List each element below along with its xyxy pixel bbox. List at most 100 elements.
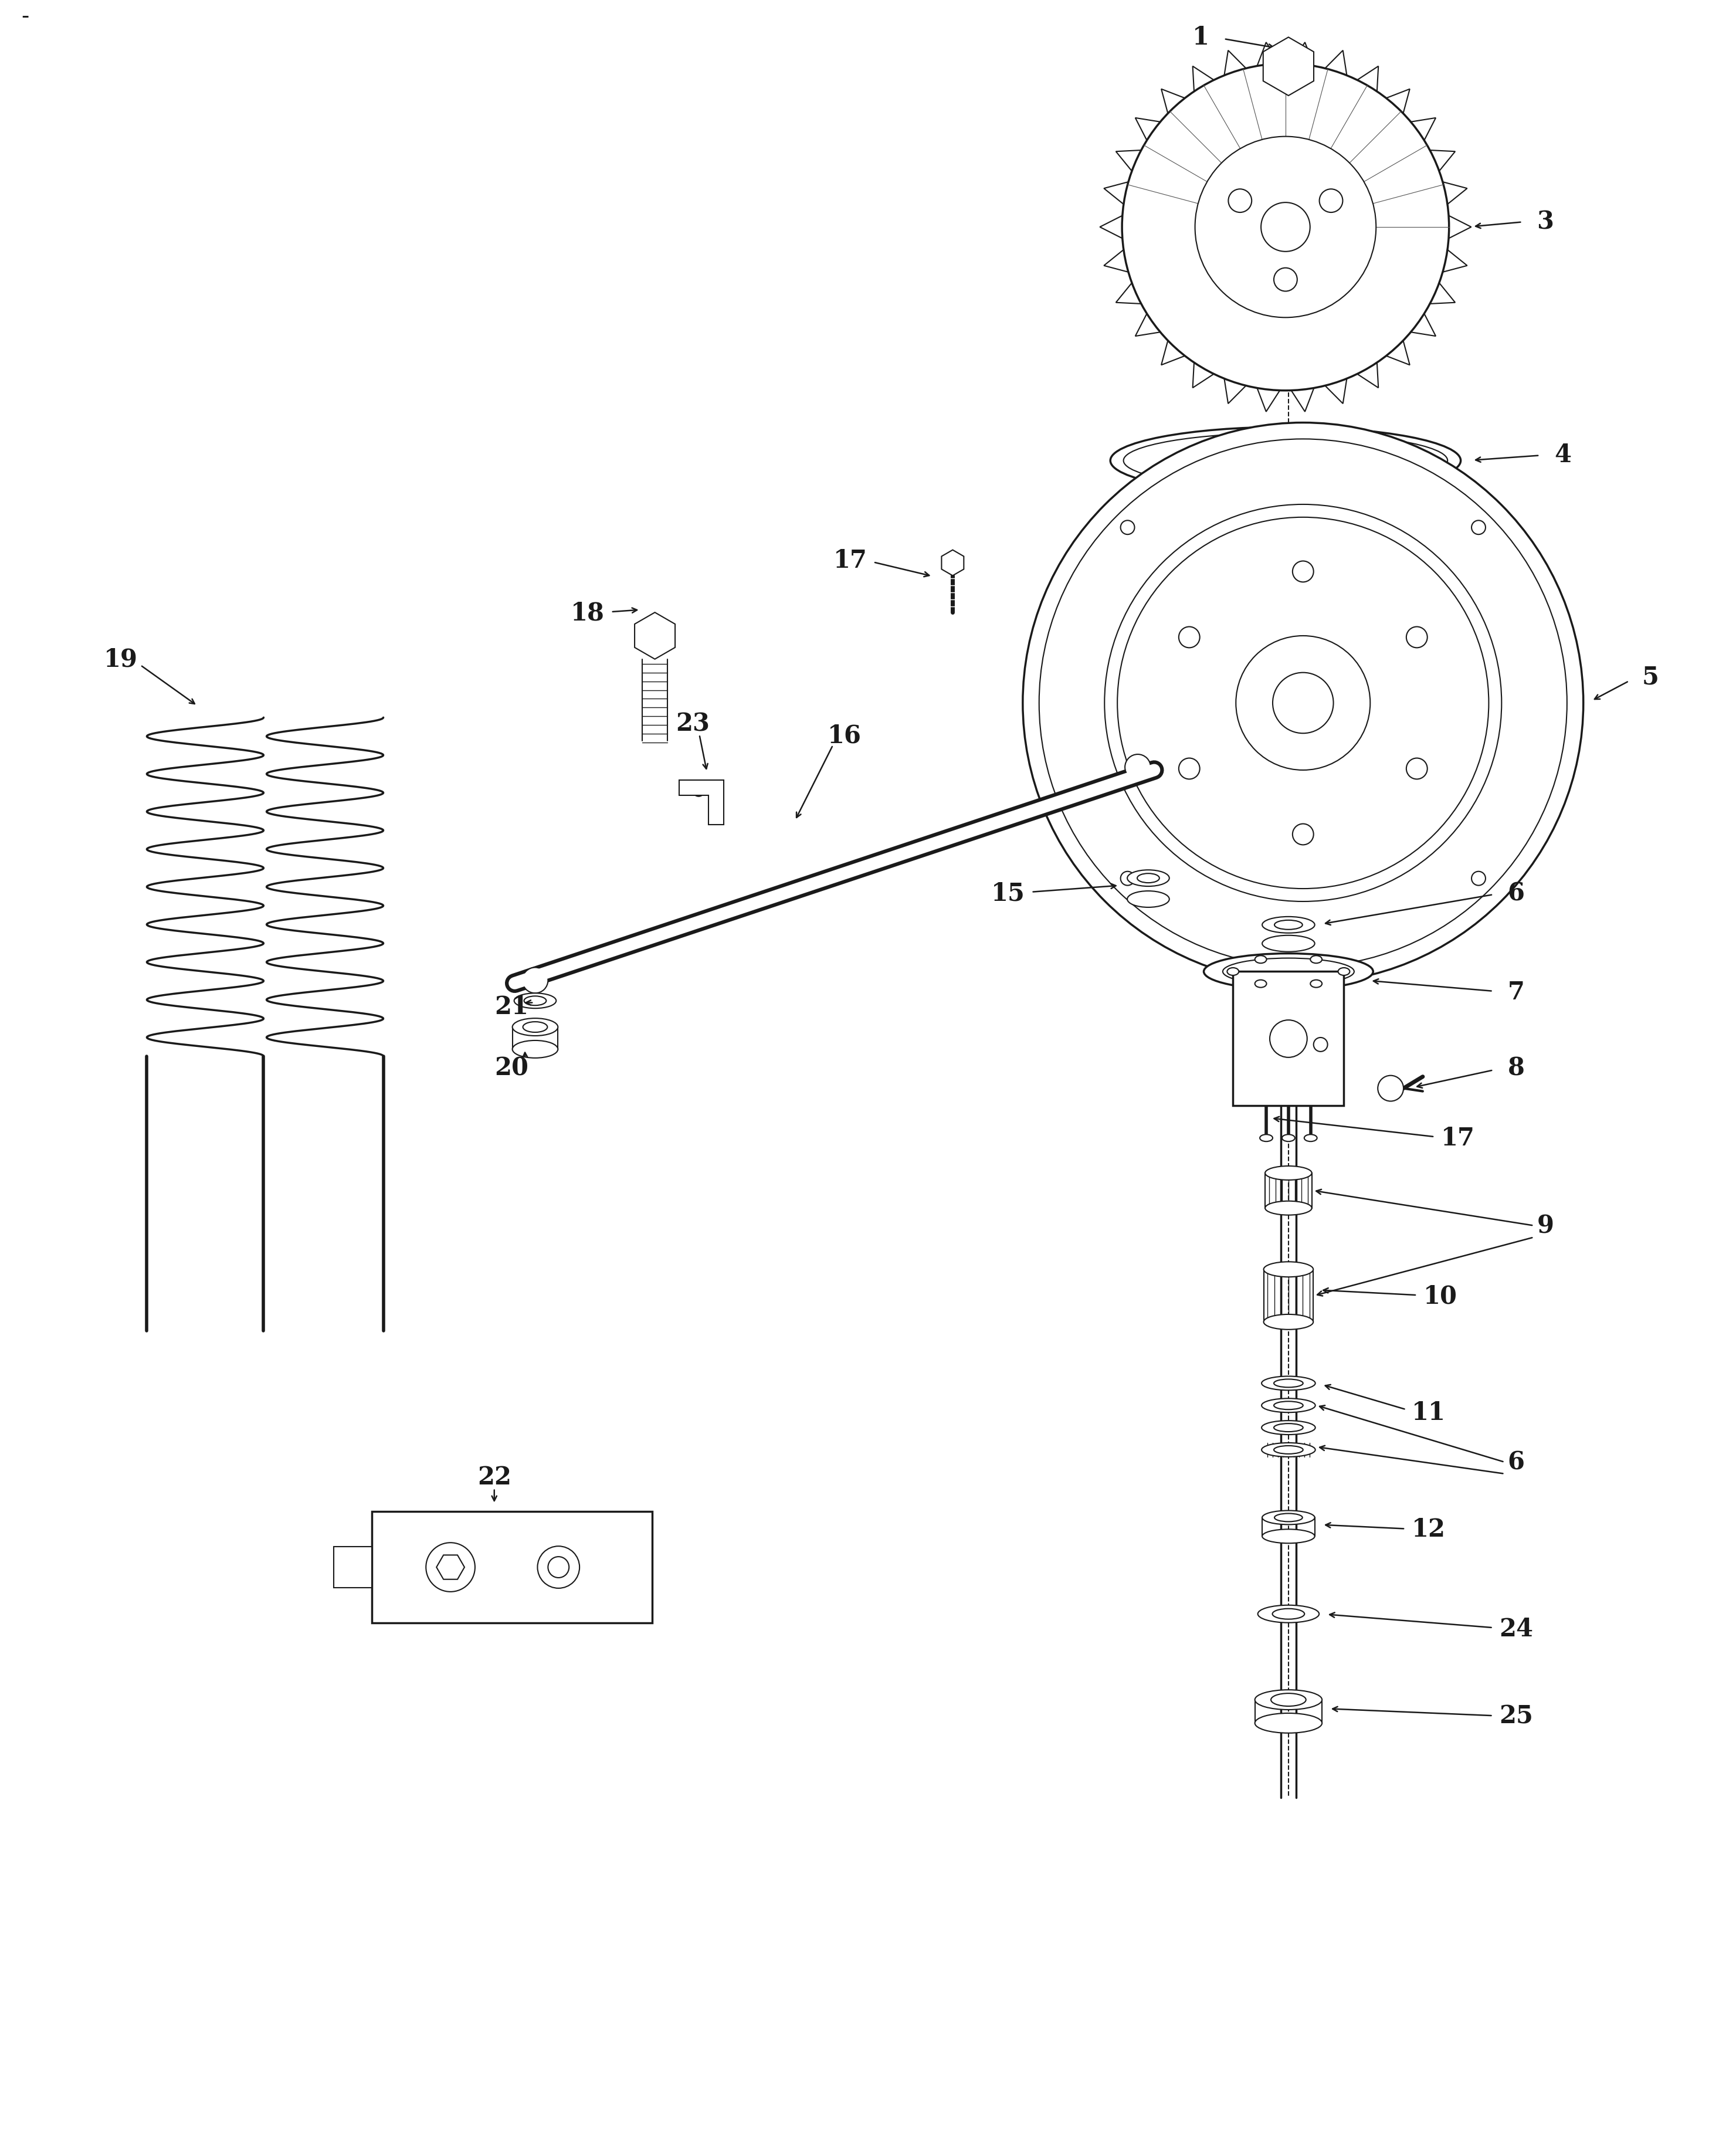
Circle shape — [425, 1542, 476, 1591]
Ellipse shape — [1259, 1604, 1319, 1624]
Ellipse shape — [1271, 1694, 1305, 1707]
Ellipse shape — [1338, 969, 1351, 975]
Ellipse shape — [1127, 871, 1170, 886]
Text: 19: 19 — [104, 648, 137, 672]
Ellipse shape — [1262, 1375, 1316, 1390]
Circle shape — [1104, 505, 1502, 903]
Ellipse shape — [1255, 956, 1267, 963]
Ellipse shape — [1231, 475, 1248, 486]
Circle shape — [1314, 1037, 1328, 1052]
Text: 6: 6 — [1507, 881, 1524, 905]
Circle shape — [1121, 64, 1450, 391]
Ellipse shape — [1323, 436, 1340, 447]
Circle shape — [1179, 759, 1200, 779]
Text: 6: 6 — [1507, 1450, 1524, 1474]
Text: 18: 18 — [571, 601, 604, 625]
Circle shape — [1040, 438, 1568, 967]
Circle shape — [1125, 755, 1151, 781]
Ellipse shape — [1264, 1262, 1312, 1277]
Ellipse shape — [1274, 1425, 1304, 1431]
Polygon shape — [1233, 971, 1344, 1106]
Circle shape — [1293, 560, 1314, 582]
Text: 20: 20 — [495, 1057, 529, 1080]
Text: 22: 22 — [477, 1465, 512, 1489]
Ellipse shape — [1255, 1690, 1323, 1709]
Text: 12: 12 — [1411, 1517, 1446, 1542]
Circle shape — [549, 1557, 569, 1579]
Circle shape — [693, 785, 705, 796]
Circle shape — [1194, 137, 1377, 319]
Ellipse shape — [1255, 980, 1267, 988]
Text: 9: 9 — [1536, 1213, 1554, 1238]
Circle shape — [1319, 190, 1342, 214]
Circle shape — [1472, 873, 1486, 886]
Circle shape — [1472, 520, 1486, 535]
Circle shape — [523, 967, 549, 992]
Ellipse shape — [1231, 436, 1248, 447]
Circle shape — [1120, 520, 1135, 535]
Ellipse shape — [1262, 1399, 1316, 1412]
Ellipse shape — [1311, 980, 1323, 988]
Text: 7: 7 — [1509, 980, 1524, 1005]
Ellipse shape — [1274, 1446, 1304, 1455]
Circle shape — [1120, 873, 1135, 886]
Ellipse shape — [1253, 449, 1318, 473]
Circle shape — [1260, 203, 1311, 252]
Circle shape — [1406, 759, 1427, 779]
Ellipse shape — [1274, 1380, 1304, 1388]
Circle shape — [1269, 1020, 1307, 1057]
Text: 8: 8 — [1509, 1057, 1524, 1080]
Text: 5: 5 — [1642, 665, 1660, 689]
Ellipse shape — [1227, 969, 1240, 975]
Ellipse shape — [523, 1022, 547, 1033]
Ellipse shape — [1203, 954, 1373, 990]
Ellipse shape — [1274, 920, 1302, 930]
Polygon shape — [372, 1512, 653, 1624]
Circle shape — [538, 1546, 580, 1589]
Text: 10: 10 — [1424, 1283, 1457, 1309]
Text: -: - — [21, 6, 30, 28]
Circle shape — [1406, 627, 1427, 648]
Text: 1: 1 — [1193, 26, 1210, 49]
Ellipse shape — [1311, 956, 1323, 963]
Ellipse shape — [1274, 1514, 1302, 1521]
Circle shape — [1023, 424, 1583, 984]
Text: 21: 21 — [495, 995, 529, 1018]
Ellipse shape — [1123, 434, 1448, 488]
Text: 11: 11 — [1411, 1401, 1446, 1425]
Ellipse shape — [1127, 892, 1170, 907]
Text: 25: 25 — [1500, 1705, 1533, 1728]
Circle shape — [1118, 518, 1489, 890]
Ellipse shape — [1370, 456, 1387, 466]
Text: 16: 16 — [828, 723, 861, 749]
Ellipse shape — [1255, 1713, 1323, 1733]
Ellipse shape — [1264, 1315, 1312, 1330]
Text: 23: 23 — [675, 712, 710, 736]
Ellipse shape — [1262, 935, 1314, 952]
Ellipse shape — [512, 1018, 557, 1035]
Circle shape — [1179, 627, 1200, 648]
Text: 3: 3 — [1536, 210, 1554, 233]
Text: 15: 15 — [991, 881, 1026, 905]
Ellipse shape — [512, 1042, 557, 1059]
Ellipse shape — [1137, 873, 1160, 883]
Ellipse shape — [1222, 441, 1351, 481]
Ellipse shape — [1272, 1609, 1304, 1619]
Polygon shape — [679, 781, 724, 826]
Polygon shape — [941, 550, 963, 575]
Ellipse shape — [514, 992, 556, 1010]
Polygon shape — [436, 1555, 465, 1579]
Circle shape — [1378, 1076, 1403, 1102]
Polygon shape — [1264, 39, 1314, 96]
Text: 17: 17 — [1441, 1125, 1476, 1151]
Ellipse shape — [1262, 1529, 1314, 1544]
Circle shape — [1272, 674, 1333, 734]
Ellipse shape — [1323, 475, 1340, 486]
Ellipse shape — [1266, 1166, 1312, 1181]
Polygon shape — [635, 612, 675, 659]
Ellipse shape — [1260, 1134, 1272, 1142]
Ellipse shape — [1304, 1134, 1318, 1142]
Circle shape — [1229, 190, 1252, 214]
Ellipse shape — [1262, 1444, 1316, 1457]
Ellipse shape — [1262, 918, 1314, 933]
